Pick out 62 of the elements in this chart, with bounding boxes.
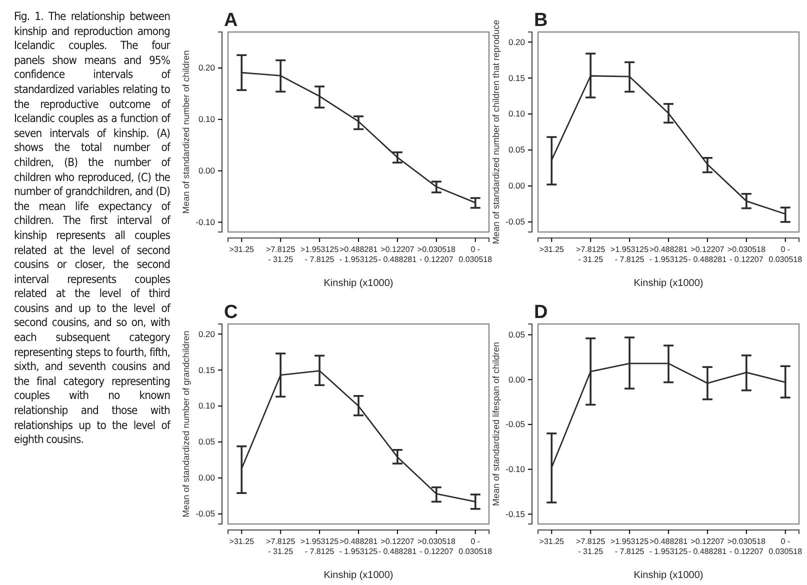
x-tick-label: 0 - 0.030518 [768, 537, 803, 556]
y-tick-label: -0.10 [506, 464, 526, 474]
y-tick-label: 0.20 [198, 328, 216, 339]
x-tick-label: 0 - 0.030518 [768, 245, 803, 264]
y-tick-label: 0.15 [508, 72, 526, 83]
x-tick-label: >0.488281 - 1.953125 [649, 245, 688, 264]
y-tick-label: 0.15 [198, 364, 216, 375]
y-tick-label: 0.05 [198, 436, 216, 447]
chart-title: D [534, 302, 548, 323]
y-axis-title: Mean of standardized number of children [181, 50, 191, 214]
x-tick-label: >1.953125 - 7.8125 [300, 245, 340, 264]
x-tick-label: >1.953125 - 7.8125 [610, 245, 650, 264]
x-tick-label: >0.030518 - 0.12207 [727, 245, 766, 264]
x-tick-label: >0.12207 - 0.488281 [378, 537, 418, 556]
y-tick-label: 0.20 [508, 36, 526, 47]
x-tick-label: >0.488281 - 1.953125 [649, 537, 688, 556]
x-tick-label: >7.8125 - 31.25 [266, 537, 296, 556]
y-tick-label: 0.10 [198, 114, 216, 124]
x-tick-label: 0 - 0.030518 [458, 245, 493, 264]
x-tick-label: >0.488281 - 1.953125 [339, 537, 378, 556]
x-tick-label: >31.25 [229, 537, 255, 546]
y-tick-label: 0.00 [508, 374, 526, 384]
y-tick-label: 0.00 [508, 180, 526, 191]
x-tick-label: >1.953125 - 7.8125 [300, 537, 340, 556]
chart-title: B [534, 10, 548, 31]
x-tick-label: >7.8125 - 31.25 [266, 245, 296, 264]
x-tick-label: >0.030518 - 0.12207 [417, 245, 456, 264]
y-tick-label: 0.05 [508, 329, 526, 340]
y-axis-title: Mean of standardized number of grandchildren [181, 330, 191, 518]
chart-title: C [224, 302, 238, 323]
chart-title: A [224, 10, 238, 31]
x-tick-label: >0.12207 - 0.488281 [688, 245, 728, 264]
text: Fig. 1. The relationship between kinship and reproduction among Icelandic couples. The four panels show means and 95% confidence intervals of standardized variables relating to the reproductive outcome of Icelandic couples as a function of seven intervals of kinship. (A) shows the total number of children, (B) the number of children who reproduced, (C) the number of grandchildren, and (D) the mean life expectancy of children. The first interval of kinship represents all couples related at the level of second cousins or closer, the second interval represents couples related at the level of third cousins and up to the level of second cousins, and so on, with each subsequent category representing steps to fourth, fifth, sixth, and seventh cousins and the final category representing couples with no known relationship and those with relationships up to the level of eighth cousins. [14, 10, 170, 446]
x-tick-label: >7.8125 - 31.25 [576, 537, 606, 556]
x-tick-label: >0.030518 - 0.12207 [727, 537, 766, 556]
x-tick-label: >0.12207 - 0.488281 [688, 537, 728, 556]
y-tick-label: -0.05 [196, 508, 216, 519]
y-axis-title: Mean of standardized lifespan of children [491, 342, 501, 506]
x-tick-label: >0.12207 - 0.488281 [378, 245, 418, 264]
y-tick-label: -0.05 [506, 419, 526, 430]
y-tick-label: -0.10 [196, 216, 216, 227]
x-tick-label: 0 - 0.030518 [458, 537, 493, 556]
x-axis-title: Kinship (x1000) [634, 278, 704, 289]
x-tick-label: >0.030518 - 0.12207 [417, 537, 456, 556]
y-tick-label: 0.05 [508, 144, 526, 155]
x-axis-title: Kinship (x1000) [324, 570, 394, 581]
y-tick-label: -0.15 [506, 508, 526, 519]
x-tick-label: >31.25 [229, 245, 255, 254]
y-axis-title: Mean of standardized number of children that reproduce [491, 20, 501, 244]
y-tick-label: 0.10 [508, 108, 526, 119]
x-tick-label: >1.953125 - 7.8125 [610, 537, 650, 556]
x-tick-label: >7.8125 - 31.25 [576, 245, 606, 264]
y-tick-label: 0.10 [198, 400, 216, 411]
x-axis-title: Kinship (x1000) [324, 278, 394, 289]
y-tick-label: 0.00 [198, 472, 216, 483]
x-tick-label: >31.25 [539, 245, 565, 254]
x-tick-label: >31.25 [539, 537, 565, 546]
y-tick-label: -0.05 [506, 216, 526, 227]
x-tick-label: >0.488281 - 1.953125 [339, 245, 378, 264]
y-tick-label: 0.00 [198, 166, 216, 176]
x-axis-title: Kinship (x1000) [634, 570, 704, 581]
y-tick-label: 0.20 [198, 62, 216, 73]
